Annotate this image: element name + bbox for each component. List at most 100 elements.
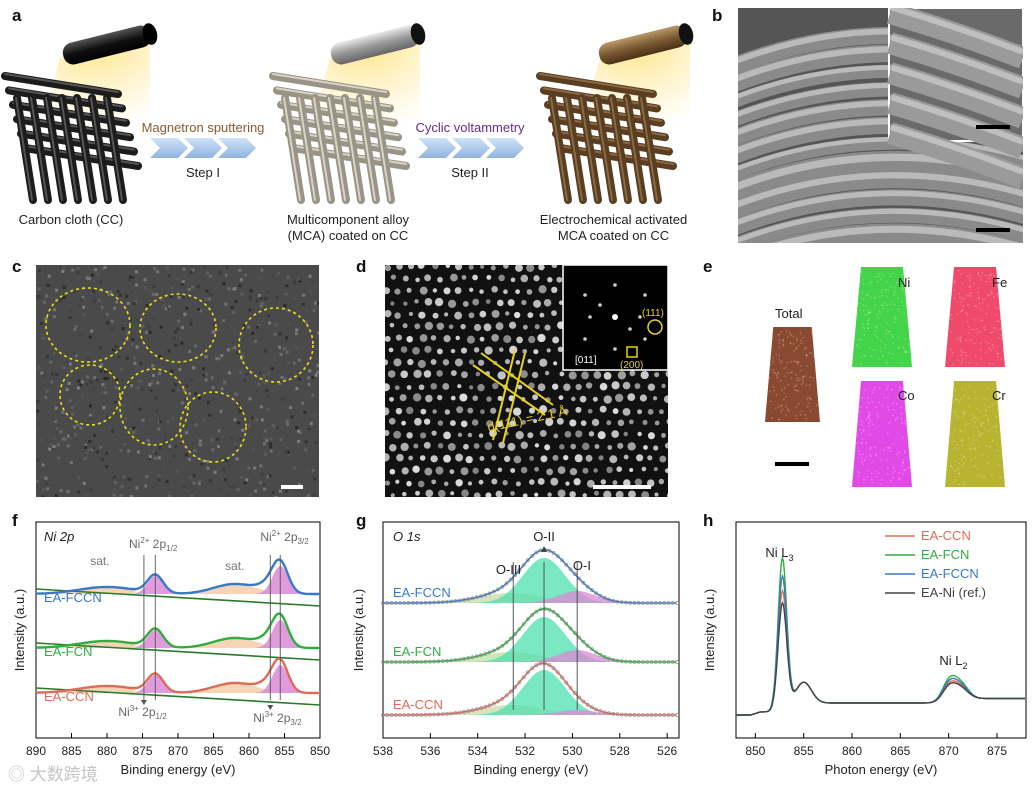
apt-atom — [952, 352, 954, 354]
atom-column — [557, 466, 566, 475]
apt-atom — [961, 454, 963, 456]
atom-column — [472, 395, 479, 401]
tem-texture — [36, 409, 40, 413]
data-point — [385, 713, 390, 717]
data-point — [491, 648, 496, 653]
tem-texture — [76, 386, 80, 390]
tem-texture — [145, 330, 149, 334]
data-point — [568, 626, 573, 631]
apt-atom — [867, 311, 870, 314]
data-point — [479, 594, 483, 599]
inset-fiber — [886, 122, 1023, 189]
tem-texture — [307, 382, 311, 386]
lattice-fringes — [472, 349, 554, 444]
tem-texture — [97, 299, 101, 303]
apt-atom — [869, 282, 871, 284]
tem-texture — [90, 291, 94, 295]
tem-texture — [294, 426, 298, 430]
tem-texture — [198, 442, 202, 446]
apt-atom — [889, 303, 891, 305]
apt-atom — [995, 401, 998, 404]
tem-texture — [269, 437, 273, 441]
tem-texture — [44, 316, 48, 320]
apt-atom — [876, 326, 878, 329]
tem-texture — [60, 471, 64, 475]
tem-texture — [312, 308, 316, 312]
atom-column — [510, 491, 515, 496]
apt-atom — [979, 331, 982, 333]
apt-atom — [888, 447, 890, 449]
atom-column — [485, 492, 492, 497]
tem-texture — [129, 291, 133, 295]
apt-atom — [898, 477, 900, 479]
mesh-warp-highlight — [60, 97, 78, 201]
tem-texture — [132, 302, 136, 306]
tem-texture — [141, 418, 145, 422]
data-point — [555, 670, 560, 675]
apt-atom — [897, 347, 900, 349]
apt-atom — [898, 346, 901, 348]
atom-column — [385, 309, 392, 318]
atom-column — [437, 394, 443, 401]
data-point — [517, 568, 522, 573]
apt-atom — [787, 409, 790, 412]
tem-texture — [284, 292, 288, 296]
tem-texture — [46, 487, 50, 491]
atom-column — [491, 285, 498, 293]
tem-texture — [101, 266, 105, 270]
apt-atom — [797, 402, 800, 405]
tem-texture — [99, 346, 103, 350]
atom-column — [510, 468, 516, 474]
satellite-peak-fill — [192, 638, 271, 648]
tem-texture — [66, 380, 70, 384]
tem-texture — [265, 389, 269, 393]
watermark-text: 大数跨境 — [29, 765, 98, 784]
atom-column — [415, 490, 420, 496]
step2-label: Step II — [451, 165, 489, 180]
atom-column — [459, 393, 468, 402]
tem-texture — [129, 275, 133, 279]
apt-atom — [885, 388, 888, 390]
atom-column — [449, 469, 455, 475]
tem-texture — [110, 429, 114, 433]
apt-atom — [863, 310, 865, 312]
apt-atom — [862, 278, 864, 281]
apt-atom — [896, 395, 899, 398]
apt-atom — [863, 333, 866, 336]
apt-atom — [813, 356, 816, 358]
atom-column — [402, 491, 407, 497]
apt-atom — [900, 412, 903, 415]
data-point — [466, 656, 471, 660]
x-tick-label: 528 — [610, 744, 630, 758]
apt-atom — [907, 438, 909, 440]
atom-column — [417, 265, 425, 269]
tem-texture — [128, 278, 132, 282]
mesh-warp-highlight — [565, 97, 583, 201]
tem-texture — [156, 381, 160, 385]
apt-atom — [978, 302, 981, 305]
tem-texture — [172, 454, 176, 458]
tem-texture — [285, 336, 289, 340]
apt-atom — [869, 447, 872, 450]
tem-texture — [148, 309, 152, 313]
atom-column — [585, 454, 593, 462]
atom-column — [627, 442, 636, 451]
tem-texture — [191, 384, 195, 388]
tem-texture — [176, 421, 180, 425]
spectrum-ea-ccn — [35, 657, 320, 695]
apt-atom — [871, 392, 874, 394]
apt-atom — [882, 355, 884, 357]
tem-texture — [308, 369, 312, 373]
tem-texture — [49, 296, 53, 300]
atom-column — [437, 420, 444, 426]
tem-texture — [191, 285, 195, 289]
tem-texture — [200, 462, 204, 466]
tem-texture — [119, 494, 123, 497]
tem-texture — [189, 270, 193, 274]
tem-texture — [263, 483, 267, 487]
atom-column — [563, 454, 569, 461]
atom-column — [629, 467, 634, 472]
apt-co-map — [852, 381, 912, 487]
atom-column — [424, 467, 433, 476]
tem-texture — [108, 428, 112, 432]
